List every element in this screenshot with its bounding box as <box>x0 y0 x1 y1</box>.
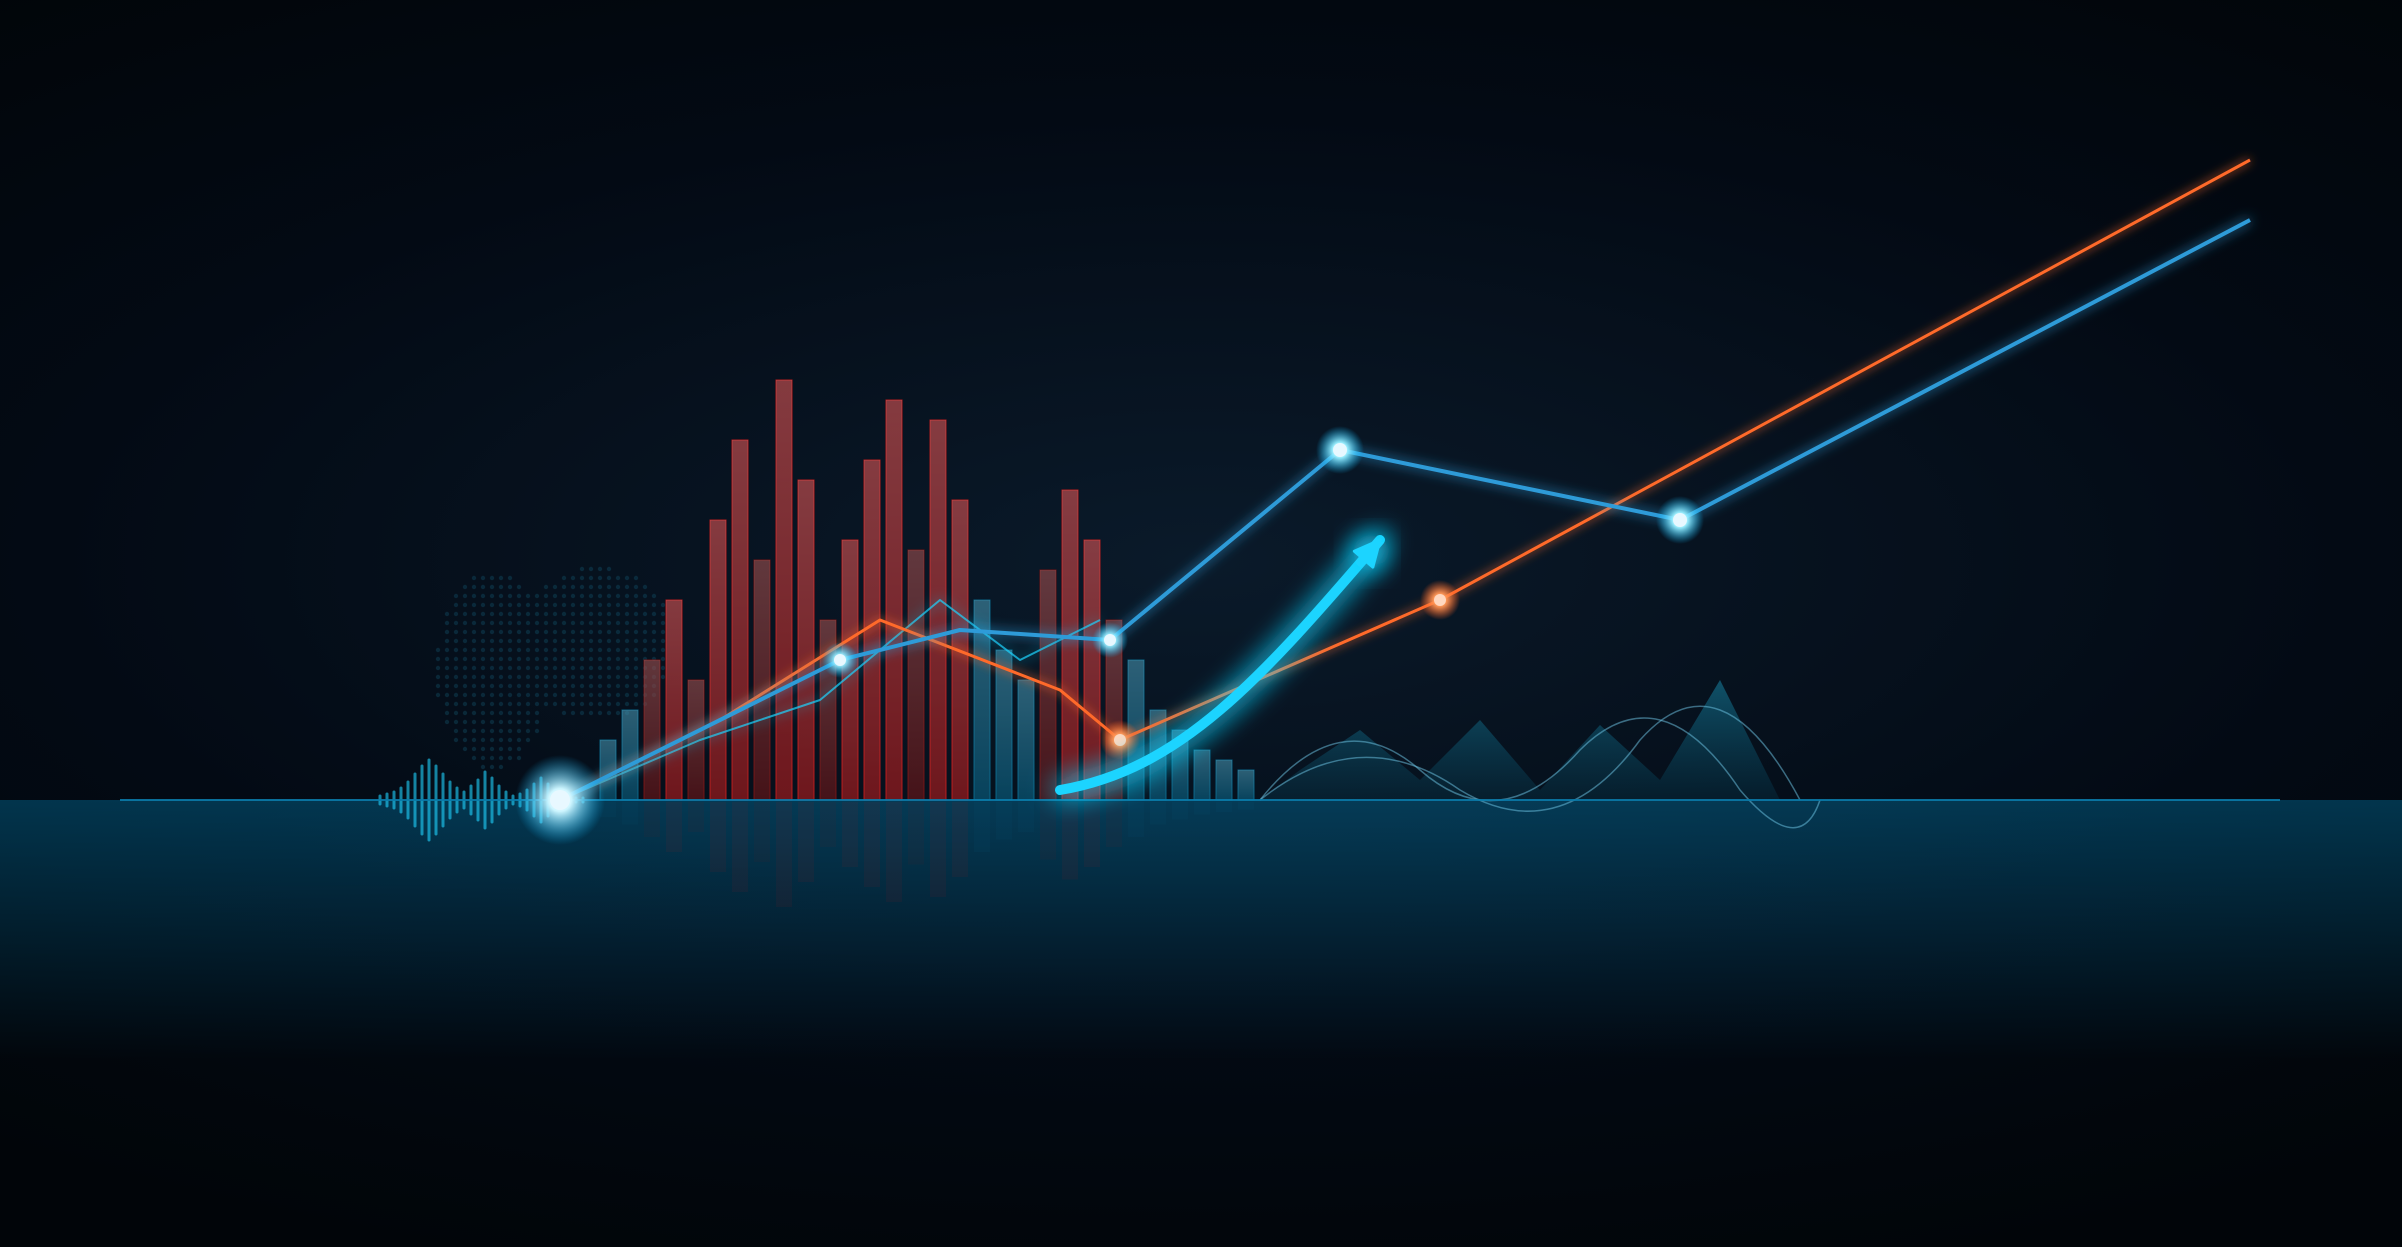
floor-reflection <box>0 800 2402 1060</box>
area-mountains <box>1260 680 1800 800</box>
origin-glow-spot <box>515 755 605 845</box>
finance-chart-svg <box>0 0 2402 1247</box>
chart-stage <box>0 0 2402 1247</box>
